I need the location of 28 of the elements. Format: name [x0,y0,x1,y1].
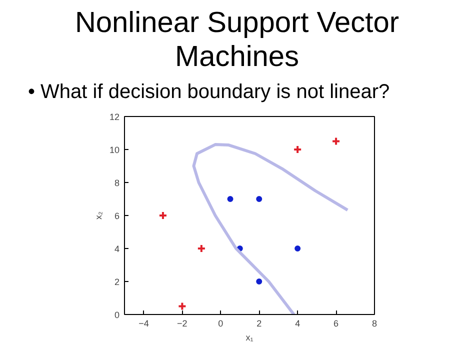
x-tick-label: 6 [334,318,339,328]
point [227,196,234,202]
line-series [192,143,350,314]
x-tick-label: −4 [138,318,149,328]
y-tick-label: 6 [114,211,120,221]
x-tick-label: 2 [256,318,262,328]
point [294,246,301,252]
point [256,196,262,202]
y-tick-label: 10 [109,145,120,155]
x-tick-label: 8 [372,318,378,328]
x-axis-title: x₁ [246,332,254,342]
point [293,145,302,154]
point [256,278,262,284]
point [178,302,187,311]
y-tick-label: 0 [114,310,120,320]
text: • What if decision boundary is not linear? [28,80,390,105]
point [196,244,206,253]
chart-title: Nonlinear Support Vector Machines [74,6,400,74]
x-tick-label: 0 [218,318,224,328]
y-tick-label: 4 [114,244,120,254]
y-tick-label: 8 [114,178,120,188]
y-tick-label: 12 [109,112,120,122]
point [332,136,341,146]
x-tick-label: −2 [177,318,188,328]
y-tick-label: 2 [114,277,120,287]
y-axis-title: x₂ [93,210,104,220]
point [158,211,168,220]
x-tick-label: 4 [295,318,300,328]
